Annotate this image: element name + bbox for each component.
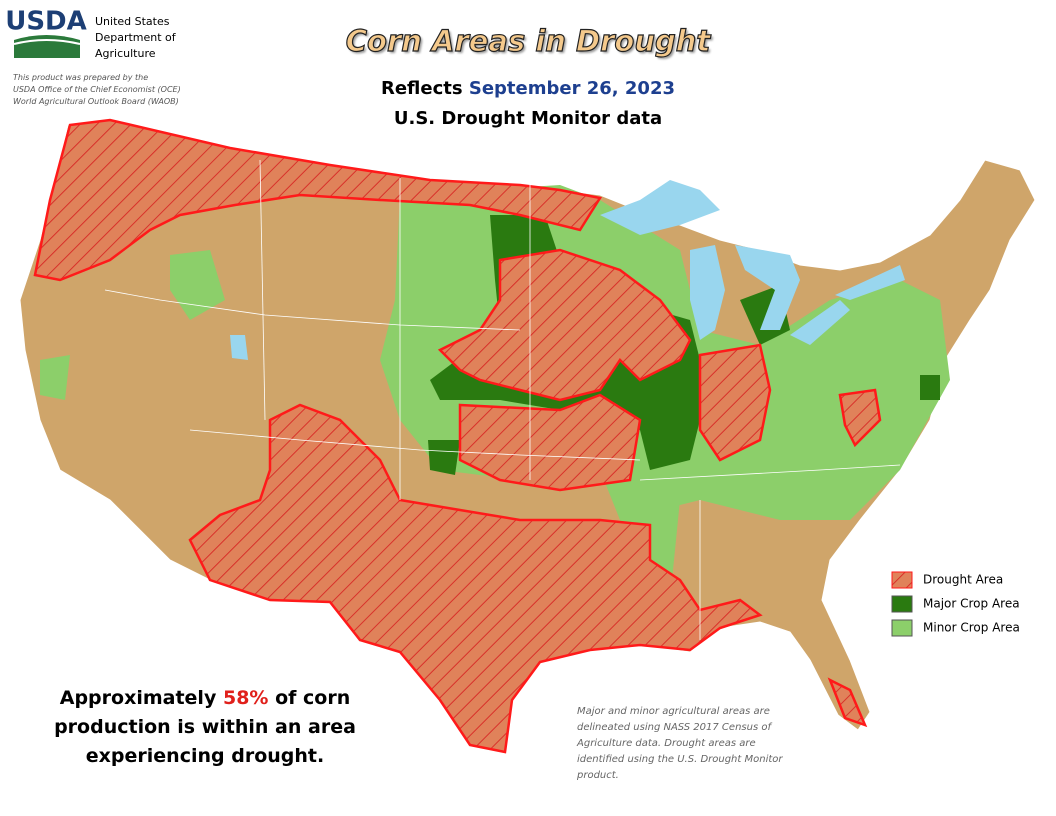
legend: Drought Area Major Crop Area Minor Crop … [891, 571, 1020, 637]
logo-mark [14, 35, 80, 58]
subtitle-prefix: Reflects [380, 78, 463, 99]
legend-label: Major Crop Area [923, 597, 1020, 611]
agency-line: United States [95, 15, 170, 28]
logo-stripe [13, 39, 81, 45]
state-lines [104, 159, 901, 640]
subtitle: Reflects September 26, 2023 [300, 78, 756, 99]
agency-line: Agriculture [95, 47, 156, 60]
credit-line: This product was prepared by the [13, 73, 149, 82]
agency-line: Department of [95, 31, 176, 44]
footnote-line: Major and minor agricultural areas are [577, 706, 770, 717]
footnote-line: identified using the U.S. Drought Monito… [577, 754, 783, 765]
subtitle-date: September 26, 2023 [468, 78, 675, 99]
legend-label: Drought Area [923, 573, 1003, 587]
legend-label: Minor Crop Area [923, 621, 1020, 635]
credit-line: World Agricultural Outlook Board (WAOB) [13, 97, 179, 106]
credit-line: USDA Office of the Chief Economist (OCE) [13, 85, 181, 94]
title: Corn Areas in Drought [345, 23, 711, 58]
footnote-line: delineated using NASS 2017 Census of [577, 722, 771, 733]
agency-name: United States Department of Agriculture [95, 14, 176, 62]
statement-highlight: 58% [222, 687, 269, 709]
footnote-line: Agriculture data. Drought areas are [577, 738, 756, 749]
legend-swatch [891, 571, 913, 589]
usda-logo: USDA [5, 7, 87, 58]
logo-text: USDA [5, 7, 87, 37]
legend-swatch [891, 619, 913, 637]
legend-swatch [891, 595, 913, 613]
footnote: Major and minor agricultural areas are d… [577, 704, 783, 784]
statement-line: Approximately 58% of corn [40, 684, 370, 713]
footnote-line: product. [577, 770, 619, 781]
statement: Approximately 58% of corn production is … [40, 684, 370, 771]
credit: This product was prepared by the USDA Of… [13, 72, 181, 108]
statement-text: of corn [275, 687, 351, 709]
statement-line: experiencing drought. [85, 745, 325, 767]
statement-line: production is within an area [54, 716, 356, 738]
great-lakes [230, 180, 905, 360]
subtitle-source: U.S. Drought Monitor data [393, 108, 663, 129]
drought-areas [33, 118, 882, 754]
statement-text: Approximately [59, 687, 217, 709]
